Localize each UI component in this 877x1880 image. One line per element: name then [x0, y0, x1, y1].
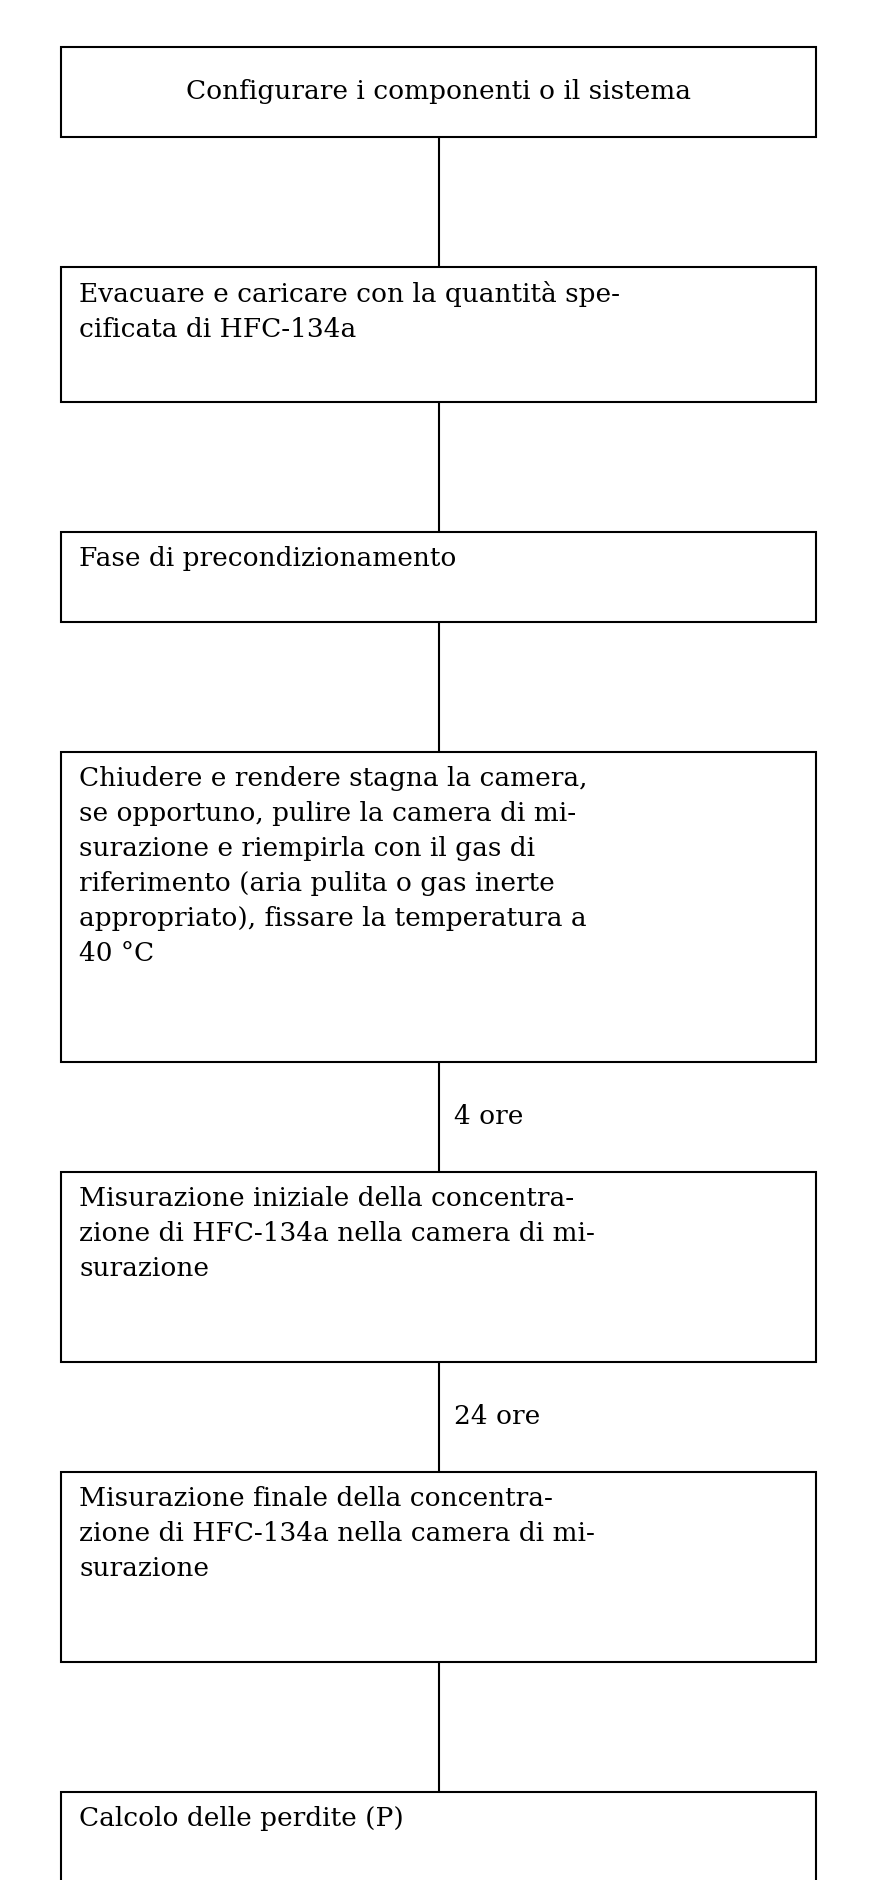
Bar	[61, 752, 816, 1062]
Bar	[61, 47, 816, 137]
Text: Misurazione iniziale della concentra-
zione di HFC-134a nella camera di mi-
sura: Misurazione iniziale della concentra- zi…	[80, 1186, 595, 1280]
Text: Fase di precondizionamento: Fase di precondizionamento	[80, 545, 457, 572]
Text: 4 ore: 4 ore	[453, 1104, 523, 1130]
Text: Misurazione finale della concentra-
zione di HFC-134a nella camera di mi-
surazi: Misurazione finale della concentra- zion…	[80, 1485, 595, 1581]
Bar	[61, 1472, 816, 1662]
Text: Configurare i componenti o il sistema: Configurare i componenti o il sistema	[186, 79, 691, 105]
Text: Evacuare e caricare con la quantità spe-
cificata di HFC-134a: Evacuare e caricare con la quantità spe-…	[80, 280, 620, 342]
Text: Chiudere e rendere stagna la camera,
se opportuno, pulire la camera di mi-
suraz: Chiudere e rendere stagna la camera, se …	[80, 765, 588, 966]
Text: 24 ore: 24 ore	[453, 1404, 539, 1429]
Text: Calcolo delle perdite (P): Calcolo delle perdite (P)	[80, 1807, 404, 1831]
Bar	[61, 532, 816, 622]
Bar	[61, 1171, 816, 1361]
Bar	[61, 1792, 816, 1880]
Bar	[61, 267, 816, 402]
